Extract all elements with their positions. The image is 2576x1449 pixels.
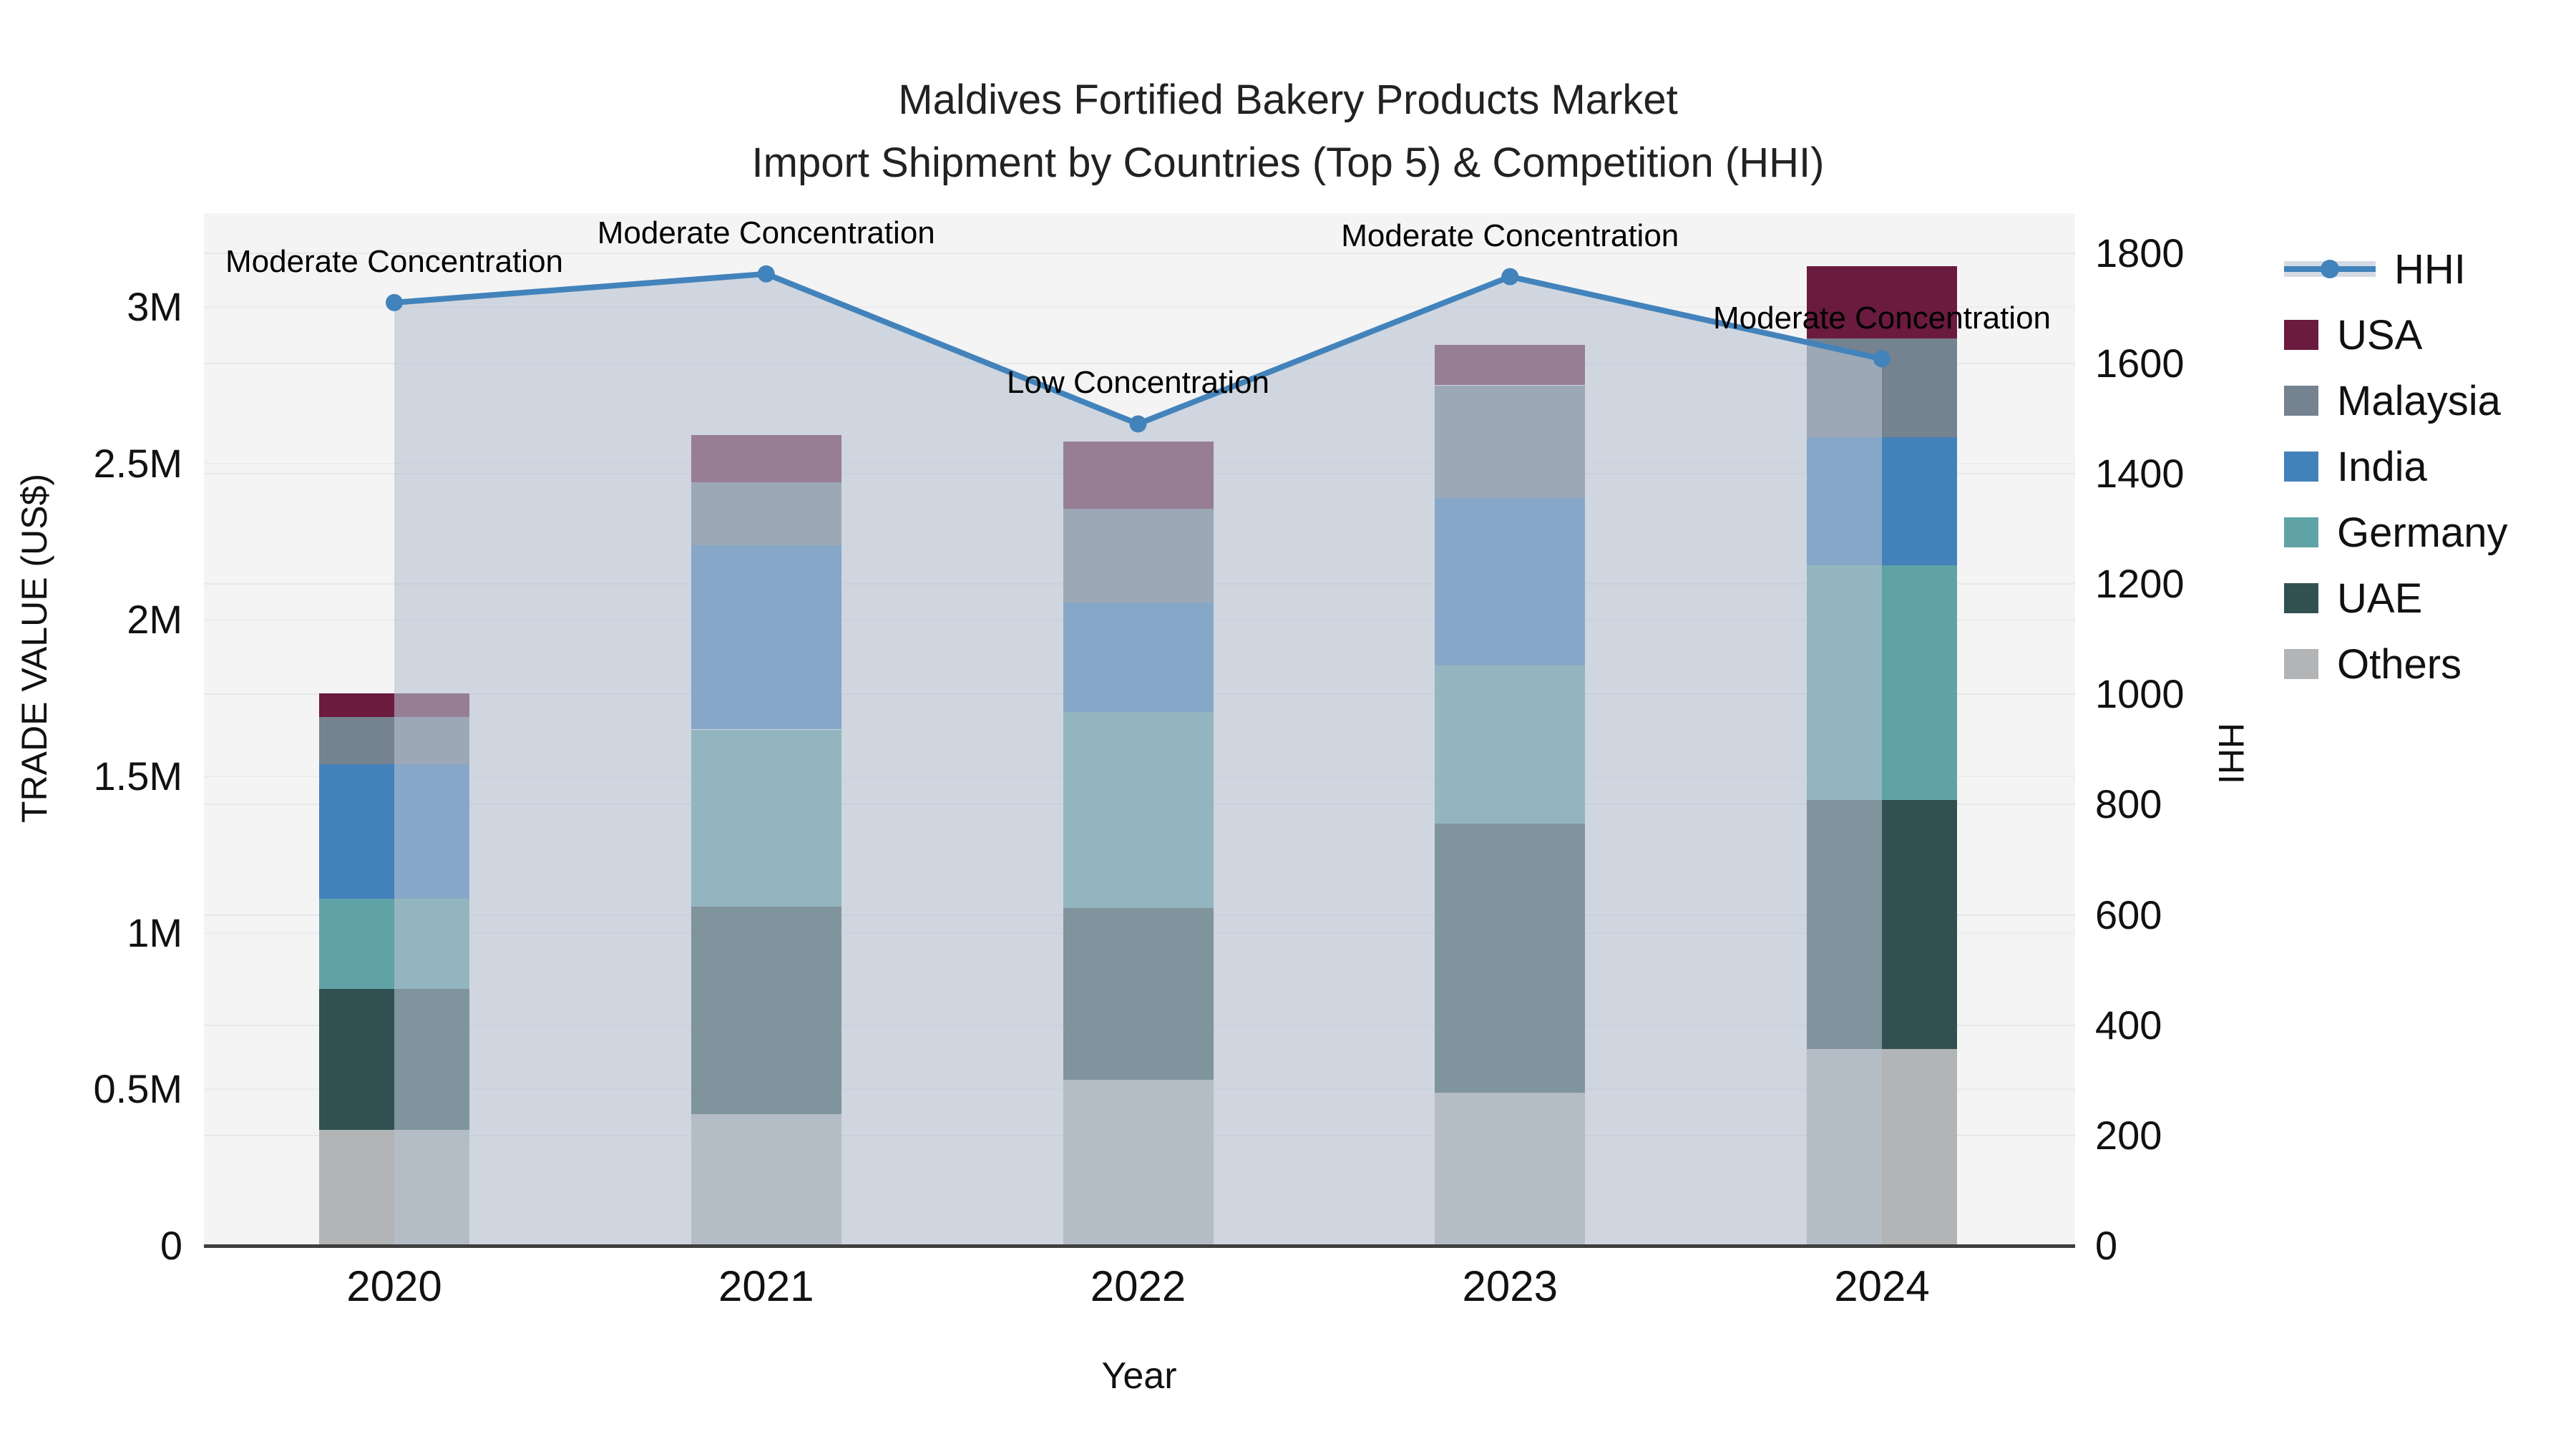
chart-title-line2: Import Shipment by Countries (Top 5) & C… [751, 140, 1825, 186]
x-axis-title: Year [1101, 1355, 1177, 1397]
legend-label-india: India [2337, 443, 2427, 490]
bar-segment-usa-2024[interactable] [1807, 266, 1957, 338]
y-left-tick-3M: 3M [127, 284, 182, 330]
y-left-tick-2M: 2M [127, 597, 182, 643]
legend-item-malaysia[interactable]: Malaysia [2284, 368, 2508, 434]
hhi-area-fill [394, 273, 1882, 1246]
hhi-overlay [386, 265, 1890, 1246]
y-left-tick-2.5M: 2.5M [93, 440, 183, 486]
annotation-2020: Moderate Concentration [225, 243, 564, 279]
x-tick-2022: 2022 [1090, 1262, 1186, 1310]
gridline-hhi-1800 [204, 252, 2075, 254]
legend-item-hhi[interactable]: HHI [2284, 236, 2508, 302]
legend-item-usa[interactable]: USA [2284, 302, 2508, 368]
legend-swatch-usa [2284, 320, 2318, 350]
x-tick-2023: 2023 [1462, 1262, 1558, 1310]
legend-item-others[interactable]: Others [2284, 631, 2508, 697]
y-right-tick-400: 400 [2095, 1002, 2162, 1048]
y-right-tick-600: 600 [2095, 892, 2162, 937]
legend: HHI USA Malaysia India Germany UAE Others [2284, 236, 2508, 697]
y-axis-left-title: TRADE VALUE (US$) [14, 473, 54, 824]
annotation-2021: Moderate Concentration [597, 215, 935, 250]
y-right-tick-1600: 1600 [2095, 340, 2185, 386]
y-left-tick-1.5M: 1.5M [93, 753, 183, 799]
legend-label-usa: USA [2337, 311, 2423, 358]
legend-label-hhi: HHI [2394, 245, 2466, 293]
legend-swatch-uae [2284, 583, 2318, 613]
legend-item-india[interactable]: India [2284, 434, 2508, 499]
chart-title-line1: Maldives Fortified Bakery Products Marke… [898, 77, 1678, 123]
legend-label-malaysia: Malaysia [2337, 377, 2501, 424]
plot-area: Moderate Concentration Moderate Concentra… [204, 213, 2075, 1246]
y-left-tick-0.5M: 0.5M [93, 1066, 183, 1112]
legend-hhi-marker [2321, 260, 2339, 278]
y-right-tick-1000: 1000 [2095, 671, 2185, 717]
legend-label-germany: Germany [2337, 509, 2508, 556]
legend-item-germany[interactable]: Germany [2284, 499, 2508, 565]
x-tick-2020: 2020 [346, 1262, 442, 1310]
chart-title: Maldives Fortified Bakery Products Marke… [0, 69, 2576, 195]
legend-item-uae[interactable]: UAE [2284, 565, 2508, 631]
legend-swatch-hhi [2284, 253, 2376, 285]
y-right-tick-200: 200 [2095, 1112, 2162, 1158]
hhi-marker-2021[interactable] [757, 265, 775, 283]
legend-label-others: Others [2337, 640, 2462, 688]
y-right-tick-1200: 1200 [2095, 561, 2185, 606]
legend-swatch-others [2284, 649, 2318, 679]
y-right-tick-0: 0 [2095, 1223, 2118, 1268]
y-left-tick-1M: 1M [127, 909, 182, 955]
hhi-marker-2024[interactable] [1873, 350, 1890, 368]
x-axis-line [204, 1244, 2075, 1248]
gridline-trade-3 [204, 306, 2075, 308]
annotation-2022: Low Concentration [1007, 365, 1269, 401]
y-right-tick-1400: 1400 [2095, 450, 2185, 496]
x-tick-2021: 2021 [718, 1262, 814, 1310]
hhi-marker-2022[interactable] [1129, 415, 1147, 433]
y-right-tick-800: 800 [2095, 781, 2162, 827]
hhi-marker-2023[interactable] [1501, 268, 1519, 286]
legend-swatch-germany [2284, 517, 2318, 547]
legend-swatch-malaysia [2284, 386, 2318, 416]
y-right-tick-1800: 1800 [2095, 230, 2185, 275]
annotation-2024: Moderate Concentration [1712, 300, 2051, 336]
gridline-hhi-1600 [204, 362, 2075, 364]
hhi-marker-2020[interactable] [386, 293, 403, 311]
legend-swatch-india [2284, 452, 2318, 482]
x-tick-2024: 2024 [1834, 1262, 1930, 1310]
annotation-2023: Moderate Concentration [1341, 218, 1679, 253]
y-left-tick-0: 0 [160, 1223, 182, 1268]
legend-label-uae: UAE [2337, 575, 2423, 622]
y-axis-right-title: HHI [2211, 722, 2251, 785]
